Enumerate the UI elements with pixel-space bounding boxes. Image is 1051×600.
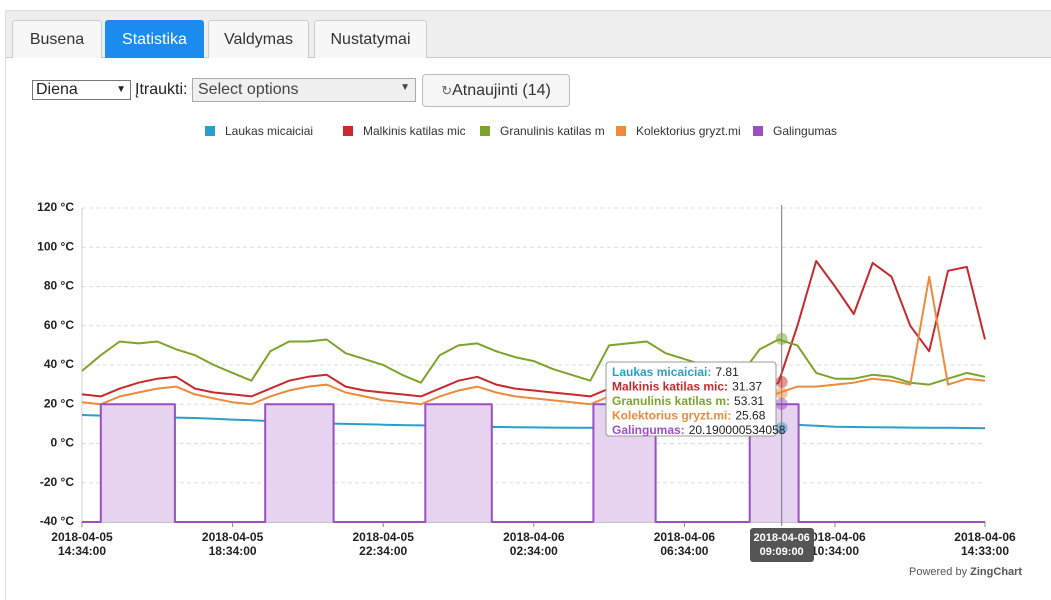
overlay: Laukas micaiciai Malkinis katilas mic Gran…	[205, 124, 837, 526]
tab[interactable]: Busena	[12, 20, 102, 58]
legend-swatch	[480, 126, 490, 136]
tooltip-line: Kolektorius gryzt.mi: 25.68	[612, 409, 766, 423]
legend-label: Galingumas	[773, 124, 837, 138]
legend-label: Malkinis katilas mic	[363, 124, 466, 138]
tooltip-label: Laukas micaiciai:	[612, 365, 711, 379]
tooltip-line: Laukas micaiciai: 7.81	[612, 365, 739, 379]
legend-swatch	[753, 126, 763, 136]
tooltip-line: Galingumas: 20.190000534058	[612, 423, 786, 437]
series-area	[82, 404, 985, 522]
y-tick-label: -20 °C	[40, 475, 74, 489]
tooltip-line: Malkinis katilas mic: 31.37	[612, 380, 762, 394]
tooltip-box	[605, 361, 777, 437]
hover-marker	[775, 422, 788, 435]
powered-text: Powered by	[909, 566, 968, 578]
x-tick-label: 2018-04-05 22:34:00	[352, 530, 414, 558]
y-tick-label: 120 °C	[37, 200, 74, 214]
tooltip-label: Malkinis katilas mic:	[612, 380, 728, 394]
grid: -40 °C -20 °C 0 °C 20 °C 40 °C 60 °C 80 °C 100 …	[37, 200, 986, 528]
y-tick-label: 40 °C	[44, 357, 74, 371]
tooltip-value: 25.68	[735, 409, 765, 423]
x-tick-label: 2018-04-06 02:34:00	[503, 530, 565, 558]
x-tick-label: 2018-04-05 18:34:00	[201, 530, 264, 558]
x-tick-label: 2018-04-06 10:34:00	[804, 530, 866, 558]
dropdown-arrow: ▼	[400, 82, 410, 93]
hover-marker	[775, 375, 788, 388]
period-select[interactable]: Diena ▼	[32, 80, 131, 100]
crosshair-label: 2018-04-06 09:09:00	[749, 528, 814, 562]
y-tick-label: 100 °C	[37, 239, 74, 253]
refresh-label: Atnaujinti (14)	[452, 82, 551, 99]
period-value: Diena	[36, 81, 78, 98]
powered-by: Powered by ZingChart	[909, 566, 1022, 578]
series-line	[82, 403, 985, 523]
legend-swatch	[343, 126, 353, 136]
dropdown-arrow: ▼	[116, 84, 126, 95]
x-tick-label: 2018-04-06 06:34:00	[653, 530, 716, 558]
legend-label: Kolektorius gryzt.mi	[636, 124, 741, 138]
tooltip-label: Kolektorius gryzt.mi:	[612, 409, 731, 423]
hover-marker	[775, 397, 788, 410]
tooltip-value: 31.37	[732, 380, 762, 394]
legend-swatch	[616, 126, 626, 136]
y-tick-label: 80 °C	[44, 279, 74, 293]
x-tick-label: 2018-04-05 14:34:00	[51, 530, 113, 558]
hover-marker	[775, 332, 788, 345]
series-line	[82, 275, 986, 406]
tab[interactable]: Statistika	[105, 20, 204, 58]
include-label: Įtraukti:	[135, 81, 188, 98]
tooltip-value: 7.81	[715, 365, 739, 379]
tooltip-value: 20.190000534058	[689, 423, 786, 437]
series-line	[82, 338, 986, 386]
refresh-button[interactable]: ↻Atnaujinti (14)	[422, 74, 570, 107]
legend-label: Laukas micaiciai	[225, 124, 313, 138]
y-tick-label: 20 °C	[44, 396, 74, 410]
panel	[5, 10, 1051, 600]
tooltip-line: Granulinis katilas m: 53.31	[612, 394, 764, 408]
refresh-icon: ↻	[441, 83, 453, 98]
legend-swatch	[205, 126, 215, 136]
hover-marker	[775, 387, 788, 400]
legend-label: Granulinis katilas m	[500, 124, 605, 138]
series-line	[82, 414, 986, 430]
include-placeholder: Select options	[198, 81, 299, 98]
tooltip-value: 53.31	[734, 394, 764, 408]
x-tick-label: 2018-04-06 14:33:00	[954, 530, 1016, 558]
tooltip-label: Galingumas:	[612, 423, 685, 437]
tab[interactable]: Nustatymai	[314, 20, 427, 58]
series-line	[82, 260, 986, 398]
tab[interactable]: Valdymas	[208, 20, 309, 58]
y-tick-label: 60 °C	[44, 318, 74, 332]
y-tick-label: 0 °C	[51, 436, 75, 450]
include-select[interactable]: Select options ▼	[192, 78, 416, 102]
y-tick-label: -40 °C	[40, 514, 74, 528]
tooltip-label: Granulinis katilas m:	[612, 394, 730, 408]
brand: ZingChart	[970, 566, 1023, 578]
